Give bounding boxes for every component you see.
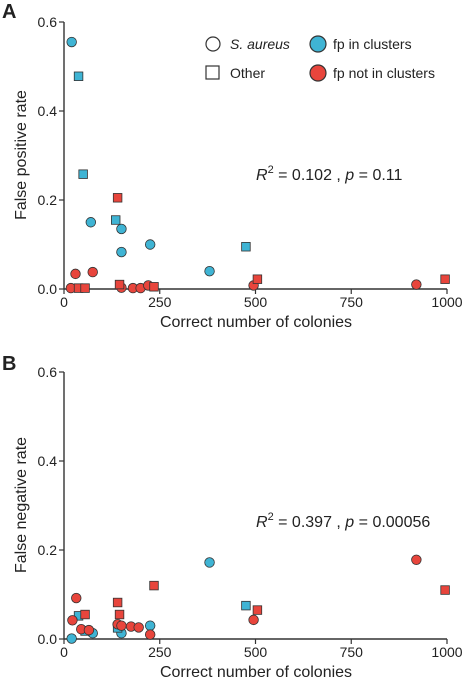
data-point-square [252, 605, 263, 615]
stats-annotation-a: R2 = 0.102 , p = 0.11 [256, 164, 402, 184]
r2-label-a: R [256, 167, 268, 184]
x-tick-label-a: 250 [148, 294, 172, 310]
plot-area-a: 0 250 500 750 1000 0.0 0.2 0.4 0.6 [38, 14, 463, 310]
legend-marker-fp-not-in-clusters [309, 64, 327, 82]
legend: S. aureus fp in clusters Other fp not in… [205, 35, 435, 82]
data-point-square [80, 283, 90, 293]
plot-area-b: 0 250 500 750 1000 0.0 0.2 0.4 0.6 [38, 364, 463, 660]
x-tick-label-b: 1000 [431, 644, 462, 660]
p-value-a: = 0.11 [354, 167, 402, 184]
r2-sup-a: 2 [268, 164, 274, 176]
y-tick-label-b: 0.4 [38, 453, 58, 469]
x-tick-label-a: 1000 [431, 294, 462, 310]
legend-marker-other [205, 65, 220, 80]
y-tick-label-a: 0.0 [38, 281, 58, 297]
data-point-circle [144, 620, 156, 631]
data-point-circle [71, 592, 82, 604]
legend-label-fp-not-in-clusters: fp not in clusters [333, 65, 435, 81]
data-point-circle [87, 266, 98, 278]
x-tick-label-a: 750 [340, 294, 364, 310]
r2-sup-b: 2 [268, 511, 274, 523]
data-point-square [440, 585, 450, 595]
y-tick-label-a: 0.4 [38, 103, 58, 119]
data-point-square [73, 71, 84, 81]
y-tick-label-a: 0.2 [38, 192, 58, 208]
data-point-circle [144, 239, 156, 250]
data-point-circle [85, 217, 97, 228]
data-point-circle [144, 629, 156, 640]
data-point-square [440, 274, 450, 284]
data-point-circle [67, 615, 78, 626]
y-tick-label-b: 0.6 [38, 364, 58, 380]
p-value-b: = 0.00056 [354, 514, 430, 531]
data-point-square [149, 282, 159, 292]
data-point-square [111, 215, 121, 225]
legend-label-other: Other [230, 65, 265, 81]
y-tick-label-a: 0.6 [38, 14, 58, 30]
data-point-square [112, 597, 123, 608]
data-point-circle [116, 223, 127, 235]
data-point-square [80, 609, 90, 620]
data-point-circle [70, 268, 81, 280]
p-label-a: p [344, 167, 354, 184]
data-point-square [114, 279, 125, 290]
data-point-circle [133, 622, 144, 633]
y-axis-title-a: False positive rate [13, 90, 30, 220]
data-point-square [114, 609, 125, 620]
x-tick-label-b: 500 [244, 644, 268, 660]
x-tick-label-b: 750 [340, 644, 364, 660]
p-label-b: p [344, 514, 354, 531]
data-point-circle [116, 246, 127, 258]
data-point-circle [248, 614, 259, 626]
r2-value-b: = 0.397 , [274, 514, 346, 531]
legend-marker-s-aureus [205, 36, 221, 52]
legend-label-fp-in-clusters: fp in clusters [333, 36, 412, 52]
y-tick-label-b: 0.0 [38, 631, 58, 647]
stats-annotation-b: R2 = 0.397 , p = 0.00056 [256, 511, 430, 531]
y-tick-label-b: 0.2 [38, 542, 58, 558]
data-point-circle [204, 266, 215, 277]
legend-label-s-aureus: S. aureus [230, 36, 290, 52]
x-axis-title-a: Correct number of colonies [160, 314, 352, 331]
legend-marker-fp-in-clusters [309, 35, 327, 53]
data-point-square [149, 580, 159, 591]
x-tick-label-b: 250 [148, 644, 172, 660]
data-point-circle [411, 279, 422, 290]
data-point-circle [204, 557, 215, 568]
r2-value-a: = 0.102 , [274, 167, 346, 184]
data-point-square [241, 242, 251, 252]
data-point-square [252, 274, 263, 284]
y-axis-title-b: False negative rate [13, 437, 30, 573]
data-point-circle [83, 624, 95, 636]
data-point-circle [66, 36, 77, 48]
data-point-circle [116, 620, 127, 631]
x-axis-title-b: Correct number of colonies [160, 664, 352, 681]
panel-b: B 0 250 500 750 1000 0.0 0.2 0.4 0.6 Correct num… [2, 353, 463, 681]
x-tick-label-a: 0 [60, 294, 68, 310]
panel-letter-a: A [2, 1, 16, 23]
x-tick-label-b: 0 [60, 644, 68, 660]
data-point-circle [411, 554, 422, 565]
data-point-square [112, 193, 123, 203]
x-tick-label-a: 500 [244, 294, 268, 310]
r2-label-b: R [256, 514, 268, 531]
data-point-square [241, 600, 251, 611]
panel-letter-b: B [2, 353, 16, 375]
data-point-circle [66, 633, 77, 644]
panel-a: A 0 250 500 750 1000 0.0 0.2 0.4 0.6 Correct num… [2, 1, 463, 331]
data-point-square [78, 169, 88, 179]
